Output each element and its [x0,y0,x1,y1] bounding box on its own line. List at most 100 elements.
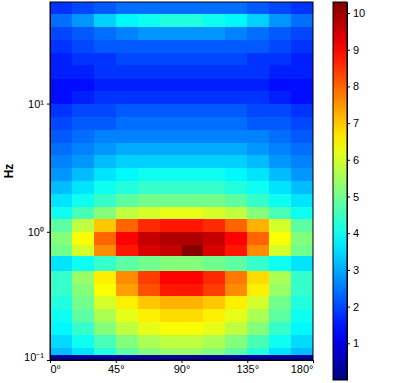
cell [225,14,247,27]
cell [182,65,204,79]
x-tick: 180° [291,360,314,375]
cell [50,14,72,27]
cell [269,321,291,335]
cell [116,335,138,348]
cell [50,256,72,271]
x-tick-label: 180° [291,363,314,375]
cell [182,104,204,117]
cell [247,91,269,104]
colorbar-tick-label: 6 [353,154,359,166]
cell [182,193,204,207]
cell [116,14,138,27]
colorbar-tick-label: 2 [353,301,359,313]
cell [291,232,313,245]
cell [225,270,247,283]
cell [50,78,72,91]
colorbar-tick: 1 [347,337,359,349]
y-tick: 10⁻¹ [24,351,50,363]
colorbar-tick: 8 [347,80,359,92]
cell [291,142,313,155]
cell [291,27,313,40]
cell [50,91,72,104]
cell [116,219,138,232]
cell [269,104,291,117]
cell [182,27,204,40]
cell [94,321,116,335]
cell [291,283,313,296]
cell [269,245,291,257]
cell [138,27,160,40]
cell [72,27,94,40]
x-tick: 135° [236,360,259,375]
cell [50,116,72,129]
cell [72,321,94,335]
cell [291,193,313,207]
cell [94,155,116,168]
cell [72,193,94,207]
cell [116,232,138,245]
cell [72,78,94,91]
cell [269,116,291,129]
cell [94,27,116,40]
cell [269,256,291,271]
cell [72,52,94,65]
cell [225,155,247,168]
cell [50,52,72,65]
cell [203,355,225,360]
cell [247,168,269,181]
colorbar-tick: 4 [347,227,359,239]
cell [94,355,116,360]
cell [160,270,182,283]
cell [50,283,72,296]
cell [160,14,182,27]
cell [138,168,160,181]
cell [247,78,269,91]
cell [138,270,160,283]
cell [247,2,269,14]
cell [94,245,116,257]
cell [50,335,72,348]
cell [269,91,291,104]
colorbar-tick: 3 [347,264,359,276]
cell [291,355,313,360]
cell [225,129,247,142]
cell [269,155,291,168]
cell [247,52,269,65]
cell [94,116,116,129]
cell [269,181,291,194]
colorbar-tick-mark [347,160,350,161]
cell [247,283,269,296]
colorbar-tick-mark [347,123,350,124]
cell [203,129,225,142]
cell [269,309,291,322]
cell [182,155,204,168]
cell [138,129,160,142]
cell [203,283,225,296]
cell [50,309,72,322]
cell [291,40,313,53]
colorbar-tick: 10 [347,7,365,19]
cell [203,232,225,245]
cell [94,104,116,117]
cell [182,91,204,104]
cell [138,347,160,355]
cell [50,142,72,155]
cell [247,181,269,194]
cell [182,129,204,142]
cell [116,40,138,53]
cell [138,232,160,245]
cell [247,355,269,360]
cell [269,296,291,309]
cell [94,347,116,355]
cell [160,129,182,142]
cell [50,270,72,283]
cells [50,2,313,360]
cell [138,321,160,335]
cell [203,91,225,104]
cell [203,206,225,219]
colorbar-tick-label: 7 [353,117,359,129]
cell [225,283,247,296]
cell [182,40,204,53]
cell [116,27,138,40]
cell [138,116,160,129]
